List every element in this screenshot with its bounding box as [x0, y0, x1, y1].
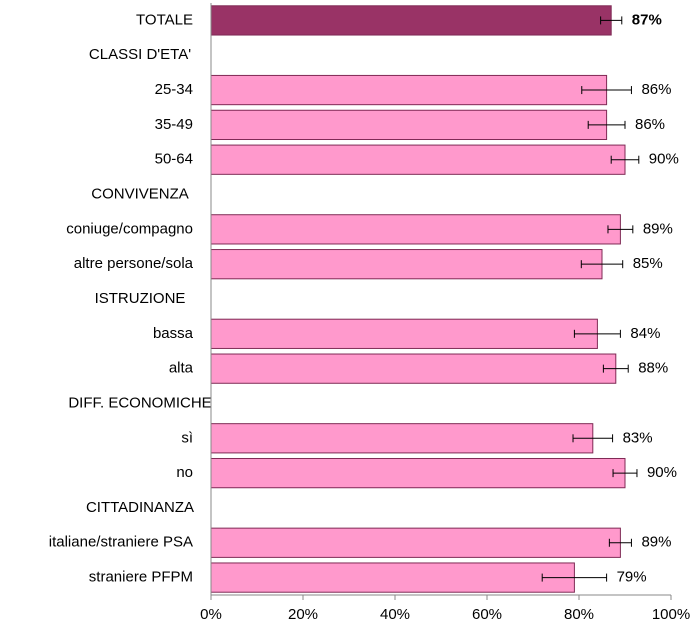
data-label: 90%: [649, 151, 679, 168]
data-label: 89%: [641, 534, 671, 551]
x-tick-label: 20%: [288, 606, 318, 623]
x-tick-label: 60%: [472, 606, 502, 623]
y-tick-label: TOTALE: [136, 11, 193, 28]
y-tick-label: 25-34: [155, 81, 193, 98]
y-tick-label: straniere PFPM: [89, 569, 193, 586]
group-label: ISTRUZIONE: [95, 290, 186, 307]
data-label: 87%: [632, 11, 662, 28]
y-tick-label: alta: [169, 360, 194, 377]
data-label: 84%: [630, 325, 660, 342]
y-tick-label: sì: [181, 429, 193, 446]
data-label: 83%: [623, 429, 653, 446]
x-tick-label: 0%: [200, 606, 222, 623]
x-tick-label: 80%: [564, 606, 594, 623]
bar: [210, 562, 575, 593]
x-tick-label: 100%: [652, 606, 690, 623]
group-label: CITTADINANZA: [86, 499, 194, 516]
group-label: CONVIVENZA: [91, 185, 189, 202]
bar: [210, 249, 603, 280]
y-tick-label: bassa: [153, 325, 194, 342]
data-label: 79%: [617, 569, 647, 586]
bar: [210, 144, 626, 175]
data-label: 89%: [643, 220, 673, 237]
y-tick-label: 50-64: [155, 151, 193, 168]
bar: [210, 527, 621, 558]
group-label: CLASSI D'ETA': [89, 46, 191, 63]
bar: [210, 353, 617, 384]
y-tick-label: no: [176, 464, 193, 481]
bar: [210, 214, 621, 245]
y-tick-label: italiane/straniere PSA: [49, 534, 193, 551]
bar: [210, 423, 594, 454]
group-label: DIFF. ECONOMICHE: [68, 394, 211, 411]
data-label: 90%: [647, 464, 677, 481]
bar: [210, 5, 612, 36]
y-tick-label: coniuge/compagno: [66, 220, 193, 237]
data-label: 86%: [641, 81, 671, 98]
bar: [210, 457, 626, 489]
data-label: 85%: [633, 255, 663, 272]
data-label: 86%: [635, 116, 665, 133]
x-tick-label: 40%: [380, 606, 410, 623]
y-tick-label: altre persone/sola: [74, 255, 194, 272]
bar: [210, 109, 608, 141]
y-tick-label: 35-49: [155, 116, 193, 133]
data-label: 88%: [638, 360, 668, 377]
bar: [210, 74, 608, 106]
bar: [210, 318, 598, 349]
